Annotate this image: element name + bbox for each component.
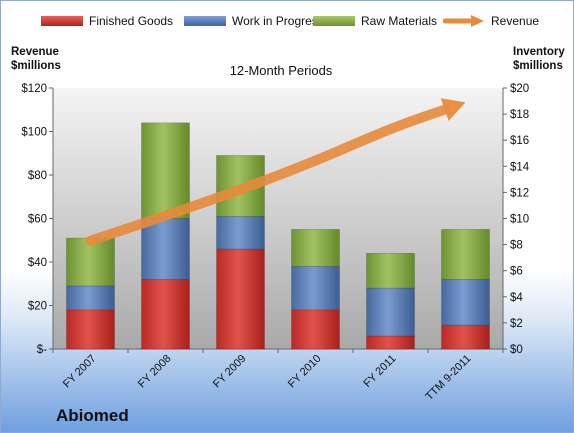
left-tick-label: $80 bbox=[28, 170, 47, 182]
left-tick-label: $- bbox=[37, 344, 47, 356]
bar-work-in-progress bbox=[66, 285, 115, 311]
right-tick-label: $20 bbox=[510, 83, 529, 95]
arrow-icon bbox=[442, 15, 484, 27]
left-tick-label: $20 bbox=[28, 301, 47, 313]
legend-item-revenue: Revenue bbox=[442, 14, 540, 28]
legend: Finished Goods Work in Progress Raw Mate… bbox=[1, 14, 573, 34]
bar-raw-materials bbox=[366, 253, 415, 289]
left-tick-label: $60 bbox=[28, 214, 47, 226]
legend-swatch-revenue bbox=[442, 15, 485, 27]
right-tick-label: $6 bbox=[510, 266, 523, 278]
x-tick-label: FY 2008 bbox=[136, 353, 174, 391]
bar-work-in-progress bbox=[141, 218, 190, 280]
x-tick-label: FY 2007 bbox=[61, 353, 99, 391]
legend-label-revenue: Revenue bbox=[491, 14, 540, 28]
plot-area bbox=[53, 88, 503, 349]
right-tick-label: $4 bbox=[510, 292, 523, 304]
bar-work-in-progress bbox=[366, 287, 415, 337]
revenue-line bbox=[85, 104, 450, 246]
bar-finished-goods bbox=[366, 335, 415, 350]
right-tick-label: $18 bbox=[510, 109, 529, 121]
legend-label-finished-goods: Finished Goods bbox=[89, 14, 174, 28]
right-tick-label: $2 bbox=[510, 318, 523, 330]
x-tick-label: FY 2010 bbox=[286, 353, 324, 391]
right-axis-title: Inventory $millions bbox=[513, 46, 565, 72]
bar-finished-goods bbox=[66, 309, 115, 350]
left-tick-label: $120 bbox=[21, 83, 47, 95]
bar-finished-goods bbox=[141, 279, 190, 350]
bar-raw-materials bbox=[141, 122, 190, 219]
bar-raw-materials bbox=[291, 229, 340, 267]
revenue-arrowhead bbox=[440, 98, 466, 121]
left-tick-label: $100 bbox=[21, 127, 47, 139]
left-axis-title: Revenue $millions bbox=[11, 46, 61, 72]
right-tick-label: $16 bbox=[510, 135, 529, 147]
legend-label-raw-materials: Raw Materials bbox=[361, 14, 438, 28]
right-tick-label: $14 bbox=[510, 161, 530, 173]
left-tick-label: $40 bbox=[28, 257, 47, 269]
legend-swatch-work-in-progress bbox=[184, 16, 226, 26]
chart-title: 12-Month Periods bbox=[229, 63, 333, 78]
bar-finished-goods bbox=[441, 324, 490, 350]
legend-label-work-in-progress: Work in Progress bbox=[232, 14, 324, 28]
x-tick-label: FY 2009 bbox=[211, 353, 249, 391]
right-tick-label: $12 bbox=[510, 187, 529, 199]
bar-finished-goods bbox=[291, 309, 340, 350]
legend-swatch-finished-goods bbox=[41, 16, 83, 26]
bar-finished-goods bbox=[216, 248, 265, 350]
right-tick-label: $0 bbox=[510, 344, 523, 356]
right-tick-label: $10 bbox=[510, 214, 529, 226]
bar-work-in-progress bbox=[291, 266, 340, 311]
legend-item-raw-materials: Raw Materials bbox=[313, 14, 437, 28]
legend-item-work-in-progress: Work in Progress bbox=[184, 14, 324, 28]
right-tick-label: $8 bbox=[510, 240, 523, 252]
bar-work-in-progress bbox=[441, 279, 490, 326]
legend-swatch-raw-materials bbox=[313, 16, 355, 26]
bar-raw-materials bbox=[441, 229, 490, 280]
bar-work-in-progress bbox=[216, 216, 265, 250]
company-name: Abiomed bbox=[56, 406, 129, 425]
bar-raw-materials bbox=[66, 237, 115, 287]
x-tick-label: FY 2011 bbox=[361, 353, 398, 390]
x-tick-label: TTM 9-2011 bbox=[423, 353, 473, 403]
legend-item-finished-goods: Finished Goods bbox=[41, 14, 173, 28]
